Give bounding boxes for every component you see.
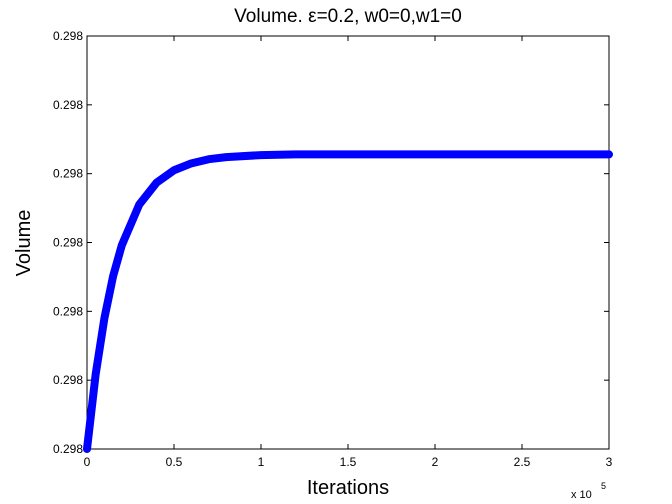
y-tick-label: 0.298	[53, 236, 83, 250]
y-tick-label: 0.298	[53, 98, 83, 112]
y-tick-label: 0.298	[53, 442, 83, 456]
y-tick-label: 0.298	[53, 373, 83, 387]
x-tick-label: 1	[258, 455, 265, 469]
y-tick-label: 0.298	[53, 304, 83, 318]
x-multiplier: x 10	[571, 489, 592, 501]
x-tick-label: 0	[84, 455, 91, 469]
x-tick-label: 3	[606, 455, 613, 469]
y-axis-label: Volume	[13, 210, 35, 277]
x-tick-label: 1.5	[340, 455, 357, 469]
data-line	[83, 150, 613, 453]
x-tick-label: 2	[432, 455, 439, 469]
x-tick-label: 0.5	[166, 455, 183, 469]
y-tick-label: 0.298	[53, 167, 83, 181]
y-tick-label: 0.298	[53, 29, 83, 43]
x-axis-label: Iterations	[307, 477, 389, 499]
chart-title: Volume. ε=0.2, w0=0,w1=0	[234, 6, 462, 27]
x-tick-label: 2.5	[514, 455, 531, 469]
x-multiplier-exponent: 5	[601, 481, 606, 491]
plot-area	[86, 35, 610, 450]
